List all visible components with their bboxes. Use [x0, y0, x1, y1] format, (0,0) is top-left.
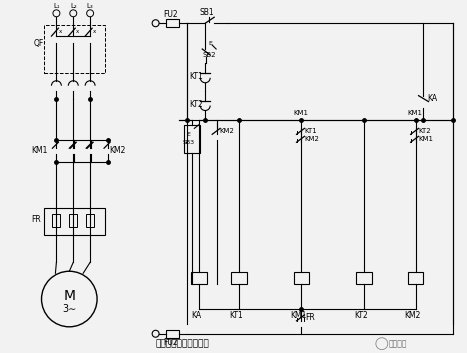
Text: KM2: KM2 — [304, 136, 319, 142]
Bar — [86, 214, 94, 227]
Text: KT2: KT2 — [189, 100, 203, 109]
Text: KT1: KT1 — [304, 128, 317, 134]
Text: 技成培训: 技成培训 — [389, 339, 407, 348]
Text: KM1: KM1 — [32, 146, 48, 155]
Text: 定时自动循环控制电路: 定时自动循环控制电路 — [156, 339, 209, 348]
Text: KT1: KT1 — [229, 311, 243, 321]
Text: KM1: KM1 — [290, 311, 307, 321]
Text: KM2: KM2 — [404, 311, 421, 321]
Text: KM1: KM1 — [294, 110, 309, 116]
Text: x: x — [92, 29, 96, 34]
Text: SB3: SB3 — [182, 140, 194, 145]
Text: L₃: L₃ — [87, 3, 93, 9]
Bar — [184, 125, 200, 153]
Text: KA: KA — [191, 311, 201, 321]
Text: KM1: KM1 — [418, 136, 433, 142]
Text: KT1: KT1 — [189, 72, 203, 81]
Bar — [356, 272, 372, 284]
Text: SB1: SB1 — [200, 8, 214, 17]
Text: x: x — [76, 29, 79, 34]
Text: M: M — [64, 289, 75, 303]
Bar — [165, 330, 179, 338]
Text: FR: FR — [305, 313, 315, 322]
Text: KM2: KM2 — [109, 146, 125, 155]
Text: x: x — [59, 29, 62, 34]
Text: FU2: FU2 — [163, 10, 178, 19]
Text: FU2: FU2 — [163, 338, 178, 347]
Text: QF: QF — [34, 38, 44, 48]
Text: L₂: L₂ — [70, 3, 77, 9]
Text: KA: KA — [427, 94, 438, 103]
Bar — [191, 272, 207, 284]
Bar — [43, 25, 105, 73]
Text: KM2: KM2 — [219, 128, 234, 134]
Bar — [408, 272, 424, 284]
Bar — [52, 214, 60, 227]
Bar — [231, 272, 247, 284]
Text: 3∼: 3∼ — [62, 304, 77, 314]
Bar — [165, 19, 179, 27]
Text: KT2: KT2 — [418, 128, 431, 134]
Text: E: E — [186, 132, 190, 137]
Bar — [294, 272, 310, 284]
Text: FR: FR — [32, 215, 42, 224]
Text: E: E — [208, 41, 212, 46]
Bar — [43, 208, 105, 234]
Text: L₁: L₁ — [53, 3, 60, 9]
Text: SB2: SB2 — [202, 52, 216, 58]
Bar — [69, 214, 77, 227]
Text: KM1: KM1 — [408, 110, 423, 116]
Text: KT2: KT2 — [354, 311, 368, 321]
